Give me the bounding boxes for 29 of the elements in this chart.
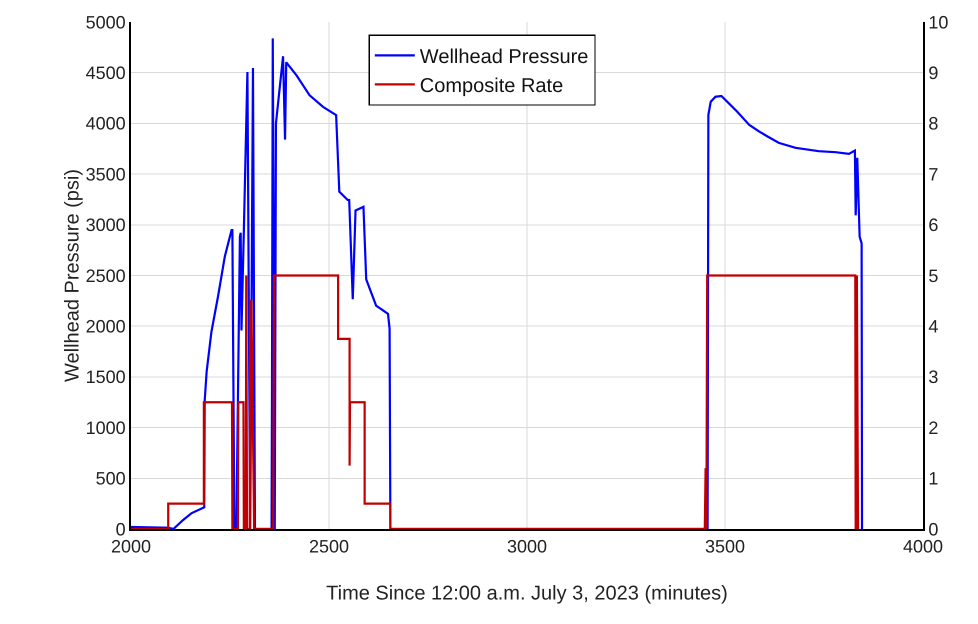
- y-tick-label: 2000: [86, 316, 126, 336]
- y2-tick-label: 2: [928, 418, 938, 438]
- y2-tick-label: 8: [928, 114, 938, 134]
- y-tick-label: 4000: [86, 114, 126, 134]
- y-tick-label: 1500: [86, 367, 126, 388]
- y2-tick-label: 7: [928, 164, 938, 184]
- y2-tick-label: 10: [928, 12, 948, 32]
- x-tick-label: 2500: [308, 536, 350, 556]
- y2-tick-label: 3: [928, 367, 938, 388]
- y2-tick-label: 9: [928, 63, 938, 83]
- y-tick-label: 3000: [86, 215, 126, 236]
- y-tick-label: 4500: [86, 63, 126, 83]
- y2-tick-label: 1: [928, 468, 938, 489]
- x-tick-label: 3000: [506, 536, 548, 556]
- line-series: [131, 37, 864, 529]
- x-tick-label: 3500: [704, 536, 746, 556]
- legend-label: Composite Rate: [420, 75, 564, 98]
- legend-label: Wellhead Pressure: [420, 46, 588, 68]
- y2-tick-label: 4: [928, 316, 938, 336]
- y-tick-label: 3500: [86, 164, 126, 184]
- y-tick-label: 2500: [86, 266, 126, 286]
- y-tick-label: 1000: [86, 418, 126, 438]
- y2-tick-label: 5: [928, 266, 938, 286]
- y-tick-label: 5000: [86, 12, 126, 32]
- y2-tick-label: 6: [928, 215, 938, 236]
- line-series: [131, 274, 860, 529]
- y-axis-title: Wellhead Pressure (psi): [62, 168, 84, 382]
- x-axis-title: Time Since 12:00 a.m. July 3, 2023 (minutes): [326, 582, 728, 604]
- y-tick-label: 500: [96, 468, 126, 489]
